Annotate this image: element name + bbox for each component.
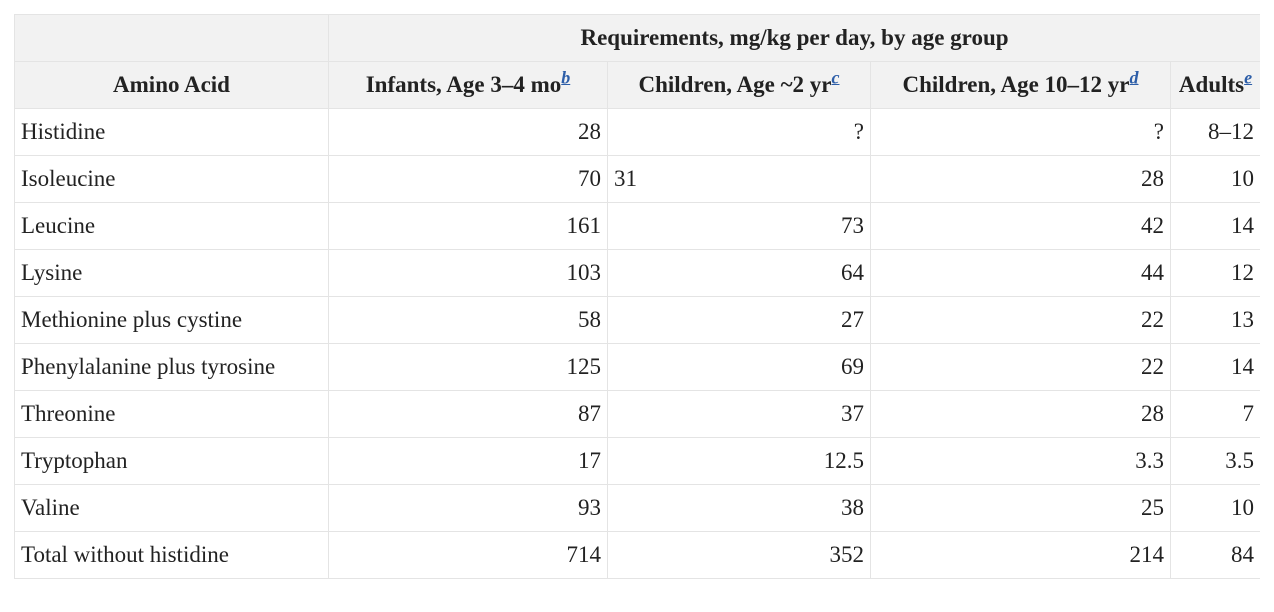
footnote-link[interactable]: e xyxy=(1244,67,1253,88)
table-row: Methionine plus cystine 58 27 22 13 xyxy=(14,296,1260,344)
children-10-12yr-value: 28 xyxy=(870,155,1171,203)
amino-acid-name: Tryptophan xyxy=(14,437,329,485)
children-10-12yr-value: 214 xyxy=(870,531,1171,579)
adults-value: 84 xyxy=(1169,531,1260,579)
adults-value: 14 xyxy=(1169,202,1260,250)
column-header-row: Amino Acid Infants, Age 3–4 mob Children… xyxy=(14,61,1260,109)
children-2yr-value: ? xyxy=(607,108,871,156)
children-2yr-value: 37 xyxy=(607,390,871,438)
children-10-12yr-value: 22 xyxy=(870,343,1171,391)
amino-acid-name: Threonine xyxy=(14,390,329,438)
adults-value: 10 xyxy=(1169,484,1260,532)
table-row: Tryptophan 17 12.5 3.3 3.5 xyxy=(14,437,1260,485)
children-10-12yr-value: 28 xyxy=(870,390,1171,438)
column-header-label: Amino Acid xyxy=(113,72,230,97)
amino-acid-name: Methionine plus cystine xyxy=(14,296,329,344)
column-header-children-10-12yr: Children, Age 10–12 yrd xyxy=(870,61,1171,109)
infants-value: 70 xyxy=(328,155,608,203)
children-2yr-value: 27 xyxy=(607,296,871,344)
adults-value: 13 xyxy=(1169,296,1260,344)
footnote-link[interactable]: b xyxy=(561,67,571,88)
amino-acid-name: Isoleucine xyxy=(14,155,329,203)
children-2yr-value: 12.5 xyxy=(607,437,871,485)
table-row: Leucine 161 73 42 14 xyxy=(14,202,1260,250)
children-10-12yr-value: 25 xyxy=(870,484,1171,532)
column-header-infants: Infants, Age 3–4 mob xyxy=(328,61,608,109)
column-header-adults: Adultse xyxy=(1169,61,1260,109)
amino-acid-requirements-table: Requirements, mg/kg per day, by age grou… xyxy=(14,14,1260,579)
infants-value: 103 xyxy=(328,249,608,297)
group-header-row: Requirements, mg/kg per day, by age grou… xyxy=(14,14,1260,62)
column-header-label: Children, Age 10–12 yr xyxy=(902,72,1130,97)
children-10-12yr-value: ? xyxy=(870,108,1171,156)
table-row: Phenylalanine plus tyrosine 125 69 22 14 xyxy=(14,343,1260,391)
table-row-total: Total without histidine 714 352 214 84 xyxy=(14,531,1260,579)
children-10-12yr-value: 3.3 xyxy=(870,437,1171,485)
column-header-children-2yr: Children, Age ~2 yrc xyxy=(607,61,871,109)
adults-value: 14 xyxy=(1169,343,1260,391)
infants-value: 161 xyxy=(328,202,608,250)
amino-acid-table-container: Requirements, mg/kg per day, by age grou… xyxy=(14,14,1260,584)
table-row: Isoleucine 70 31 28 10 xyxy=(14,155,1260,203)
children-10-12yr-value: 42 xyxy=(870,202,1171,250)
infants-value: 714 xyxy=(328,531,608,579)
header-corner-cell xyxy=(14,14,329,62)
table-row: Lysine 103 64 44 12 xyxy=(14,249,1260,297)
infants-value: 125 xyxy=(328,343,608,391)
infants-value: 87 xyxy=(328,390,608,438)
column-header-label: Adults xyxy=(1178,72,1245,97)
infants-value: 93 xyxy=(328,484,608,532)
column-header-label: Infants, Age 3–4 mo xyxy=(365,72,562,97)
infants-value: 58 xyxy=(328,296,608,344)
adults-value: 8–12 xyxy=(1169,108,1260,156)
amino-acid-name: Histidine xyxy=(14,108,329,156)
adults-value: 10 xyxy=(1169,155,1260,203)
children-2yr-value: 73 xyxy=(607,202,871,250)
table-row: Histidine 28 ? ? 8–12 xyxy=(14,108,1260,156)
amino-acid-name: Phenylalanine plus tyrosine xyxy=(14,343,329,391)
adults-value: 7 xyxy=(1169,390,1260,438)
infants-value: 28 xyxy=(328,108,608,156)
infants-value: 17 xyxy=(328,437,608,485)
table-row: Threonine 87 37 28 7 xyxy=(14,390,1260,438)
amino-acid-name: Valine xyxy=(14,484,329,532)
footnote-link[interactable]: c xyxy=(831,67,840,88)
column-header-label: Children, Age ~2 yr xyxy=(638,72,832,97)
group-header: Requirements, mg/kg per day, by age grou… xyxy=(327,14,1260,62)
amino-acid-name: Lysine xyxy=(14,249,329,297)
footnote-link[interactable]: d xyxy=(1129,67,1139,88)
children-10-12yr-value: 44 xyxy=(870,249,1171,297)
children-2yr-value: 69 xyxy=(607,343,871,391)
children-10-12yr-value: 22 xyxy=(870,296,1171,344)
adults-value: 12 xyxy=(1169,249,1260,297)
children-2yr-value: 64 xyxy=(607,249,871,297)
children-2yr-value: 352 xyxy=(607,531,871,579)
amino-acid-name: Leucine xyxy=(14,202,329,250)
adults-value: 3.5 xyxy=(1169,437,1260,485)
amino-acid-name: Total without histidine xyxy=(14,531,329,579)
table-row: Valine 93 38 25 10 xyxy=(14,484,1260,532)
column-header-amino-acid: Amino Acid xyxy=(14,61,329,109)
children-2yr-value: 31 xyxy=(607,155,871,203)
children-2yr-value: 38 xyxy=(607,484,871,532)
